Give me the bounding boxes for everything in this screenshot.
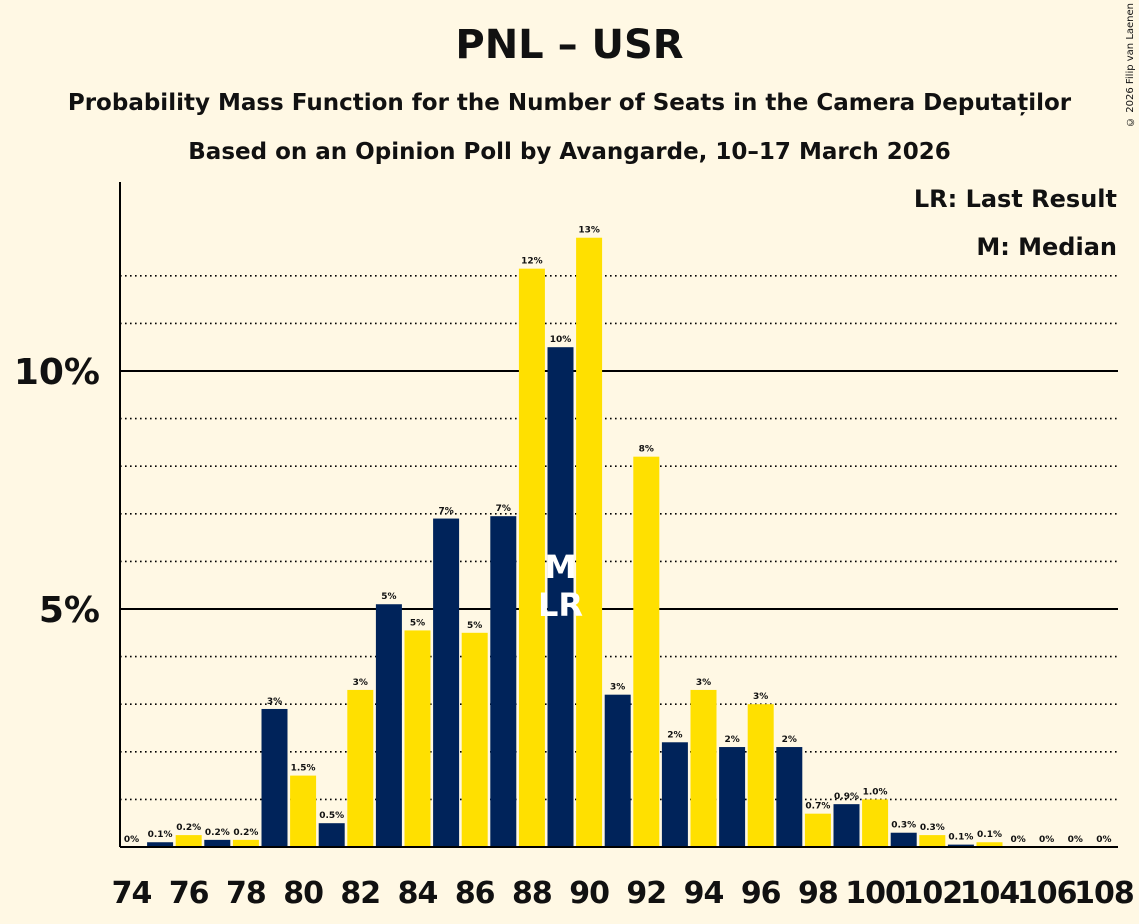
bar-77 [204,839,231,847]
x-tick-label: 106 [1017,876,1077,911]
bar-88 [518,268,545,847]
x-tick-label: 84 [398,876,438,911]
bar-label-100: 1.0% [863,787,888,797]
chart-subtitle-1: Probability Mass Function for the Number… [67,90,1072,116]
x-tick-label: 92 [626,876,666,911]
bar-label-104: 0.1% [977,830,1002,840]
bar-label-86: 5% [467,621,482,631]
bar-83 [375,604,402,847]
bar-label-107: 0% [1068,835,1083,845]
x-tick-label: 88 [512,876,552,911]
bar-label-79: 3% [267,697,282,707]
bar-76 [175,835,202,847]
bar-label-108: 0% [1096,835,1111,845]
markers: MLR [538,548,583,624]
x-tick-label: 76 [169,876,209,911]
x-tick-label: 100 [845,876,905,911]
y-tick-label: 5% [39,590,100,631]
bar-label-90: 13% [578,226,600,236]
bar-86 [461,632,488,847]
bar-81 [318,823,345,847]
bar-95 [719,747,746,847]
bar-89 [547,347,574,847]
bar-103 [947,844,974,847]
bar-79 [261,708,288,847]
bar-100 [862,799,889,847]
x-tick-label: 108 [1074,876,1134,911]
bar-93 [661,742,688,847]
median-marker: M [545,548,577,586]
bar-label-81: 0.5% [319,811,344,821]
bar-92 [633,456,660,847]
bar-96 [747,704,774,847]
bar-90 [576,237,603,848]
bar-label-95: 2% [724,735,739,745]
legend-median: M: Median [976,233,1117,261]
bar-label-87: 7% [496,504,511,514]
bar-label-75: 0.1% [148,830,173,840]
bar-94 [690,689,717,847]
axes: 5% 10% 74 76 78 80 82 84 86 88 90 92 94 96 98 100102104… [14,182,1135,911]
x-tick-label: 86 [455,876,495,911]
bar-99 [833,804,860,847]
bar-label-96: 3% [753,692,768,702]
chart-title: PNL – USR [455,22,684,68]
bar-label-93: 2% [667,730,682,740]
bar-101 [890,832,917,847]
bar-label-88: 12% [521,257,543,267]
bar-label-103: 0.1% [948,833,973,843]
bar-label-97: 2% [782,735,797,745]
bar-98 [804,813,831,847]
bar-label-101: 0.3% [891,821,916,831]
bar-label-102: 0.3% [920,823,945,833]
bar-labels: 0% 0.1%0.2% 0.2% 0.2%3%1.5%0.5%3%5%5%7%5%7%… [124,226,1112,845]
bar-102 [919,835,946,847]
bar-85 [433,518,460,847]
x-tick-label: 104 [960,876,1020,911]
last-result-marker: LR [538,586,583,624]
x-tick-label: 98 [798,876,838,911]
bar-label-92: 8% [639,445,654,455]
chart-subtitle-2: Based on an Opinion Poll by Avangarde, 1… [188,139,951,165]
bar-label-74: 0% [124,835,139,845]
legend-last-result: LR: Last Result [913,185,1117,213]
bar-label-91: 3% [610,683,625,693]
x-tick-label: 94 [684,876,724,911]
bar-97 [776,747,803,847]
x-tick-label: 78 [226,876,266,911]
x-tick-label: 74 [112,876,152,911]
bar-label-82: 3% [353,678,368,688]
x-tick-label: 102 [902,876,962,911]
x-tick-label: 82 [340,876,380,911]
bar-80 [290,775,317,847]
bar-label-106: 0% [1039,835,1054,845]
bar-87 [490,516,517,847]
bar-82 [347,689,374,847]
bar-label-77: 0.2% [205,828,230,838]
bar-label-85: 7% [438,507,453,517]
bar-label-99: 0.9% [834,792,859,802]
x-tick-label: 90 [569,876,609,911]
x-tick-label: 96 [741,876,781,911]
bar-label-98: 0.7% [805,802,830,812]
bar-91 [604,694,631,847]
bar-label-94: 3% [696,678,711,688]
y-tick-label: 10% [14,352,100,393]
bar-label-78: 0.2% [233,828,258,838]
bar-label-105: 0% [1010,835,1025,845]
bar-78 [232,839,259,847]
bar-84 [404,630,431,847]
bar-label-84: 5% [410,618,425,628]
bar-75 [147,842,174,847]
bars [147,237,1003,848]
bar-label-80: 1.5% [291,764,316,774]
bar-label-83: 5% [381,592,396,602]
x-tick-label: 80 [283,876,323,911]
bar-label-89: 10% [550,335,572,345]
bar-104 [976,842,1003,847]
bar-label-76: 0.2% [176,823,201,833]
